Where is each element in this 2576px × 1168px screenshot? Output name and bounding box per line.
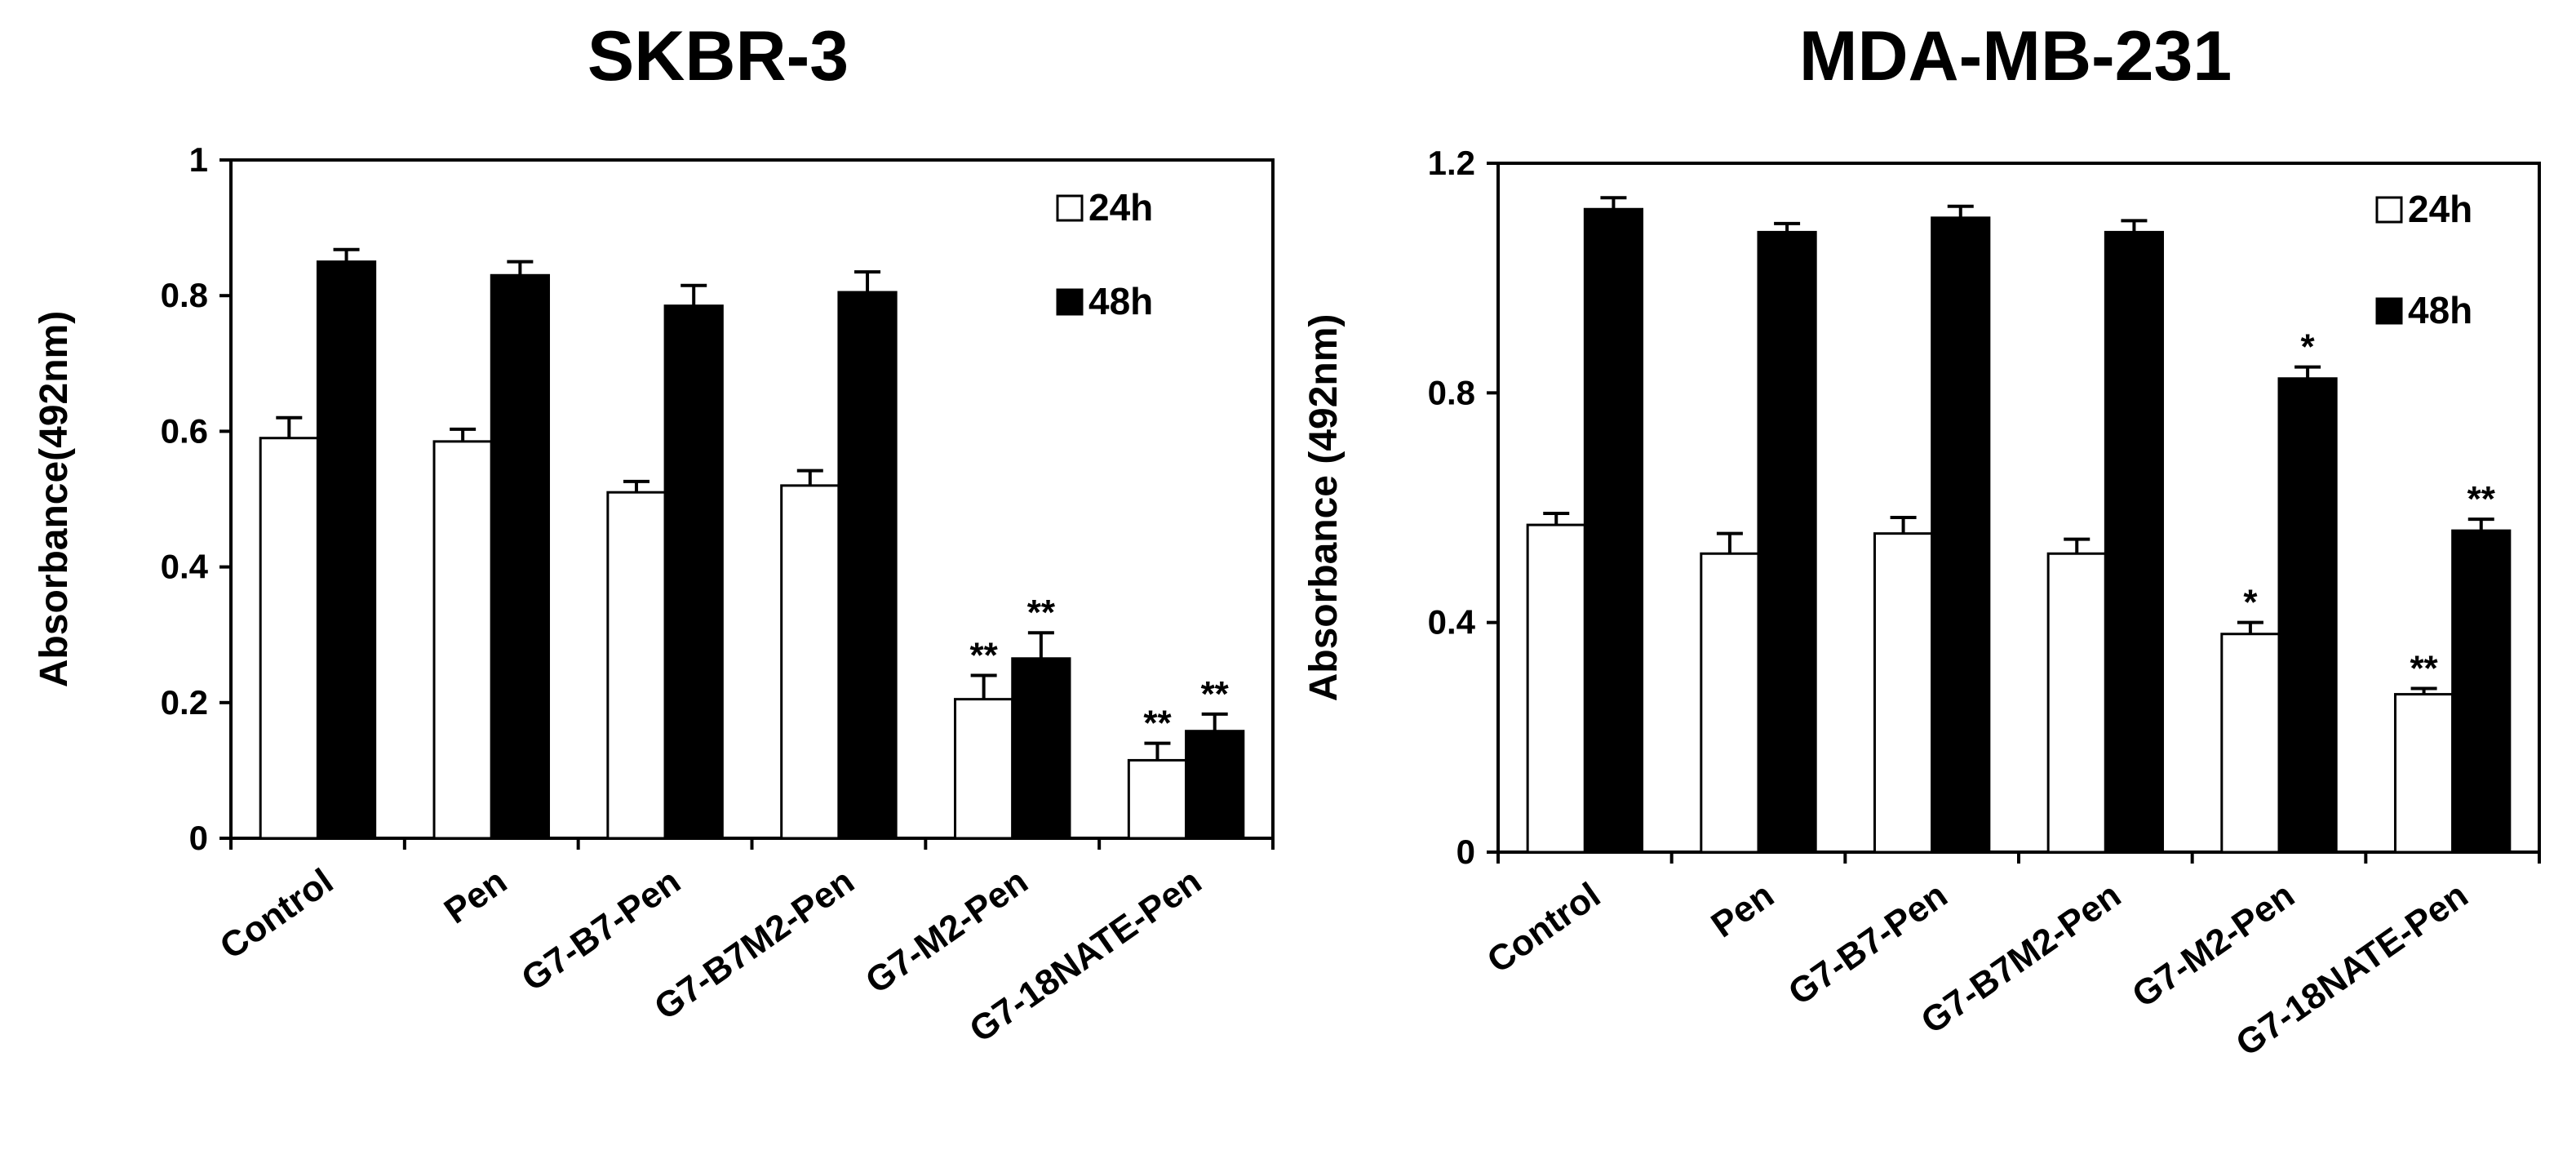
bar-24h-2 — [606, 491, 667, 840]
chart-panel-0: SKBR-3 Absorbance(492nm) 0 0.2 0.4 0.6 0.8 1 Con… — [33, 17, 1275, 1050]
y-tick-label: 0.4 — [1428, 603, 1476, 642]
x-tick-label: G7-B7-Pen — [514, 861, 687, 999]
chart-title: MDA-MB-231 — [1799, 17, 2232, 95]
bar-24h-5 — [1127, 758, 1188, 840]
y-axis-label: Absorbance(492nm) — [33, 311, 76, 687]
x-tick-label: G7-M2-Pen — [2125, 875, 2301, 1015]
significance-marker: ** — [1027, 593, 1056, 633]
bar-24h-0 — [259, 437, 319, 840]
y-tick-label: 0.6 — [161, 411, 208, 450]
legend-swatch-24h — [2375, 196, 2403, 224]
y-tick-label: 0.8 — [161, 276, 208, 314]
y-axis-label: Absorbance (492nm) — [1302, 314, 1346, 702]
plot-frame — [229, 158, 1275, 840]
legend-label-48h: 48h — [2408, 289, 2472, 331]
chart-title: SKBR-3 — [587, 17, 849, 95]
bar-24h-2 — [1873, 532, 1934, 854]
y-tick-label: 1.2 — [1428, 144, 1475, 182]
y-tick-label: 1 — [189, 140, 208, 179]
x-tick-label: Control — [213, 861, 340, 967]
bar-48h-4 — [2277, 377, 2338, 854]
bar-48h-1 — [1757, 230, 1817, 854]
y-tick-label: 0.2 — [161, 683, 208, 722]
significance-marker: ** — [1143, 704, 1172, 744]
chart-panel-1: MDA-MB-231 Absorbance (492nm) 0 0.4 0.8 1.2 Co… — [1302, 17, 2541, 1064]
bar-48h-0 — [316, 260, 377, 840]
y-tick-label: 0 — [189, 819, 208, 857]
bar-24h-5 — [2393, 693, 2454, 854]
bar-48h-2 — [663, 304, 724, 840]
bar-48h-5 — [2451, 529, 2512, 854]
x-tick-label: Pen — [1705, 875, 1781, 945]
bar-48h-5 — [1185, 730, 1245, 840]
bar-48h-0 — [1583, 207, 1644, 854]
bar-48h-3 — [2104, 230, 2165, 854]
bar-48h-1 — [490, 273, 550, 840]
bar-24h-3 — [780, 484, 840, 840]
bar-48h-4 — [1011, 657, 1071, 840]
bar-24h-1 — [432, 440, 493, 840]
significance-marker: ** — [970, 636, 999, 676]
significance-marker: ** — [2467, 479, 2496, 519]
legend-label-24h: 24h — [1088, 186, 1153, 229]
x-tick-label: G7-M2-Pen — [858, 861, 1035, 1001]
plot-frame — [1496, 162, 2541, 854]
significance-marker: * — [2301, 327, 2316, 367]
bar-24h-1 — [1700, 552, 1760, 854]
significance-marker: ** — [2410, 649, 2438, 689]
bar-24h-4 — [954, 698, 1014, 840]
bar-24h-0 — [1526, 523, 1586, 854]
significance-marker: ** — [1201, 674, 1230, 714]
significance-marker: * — [2243, 583, 2258, 623]
bar-24h-4 — [2220, 633, 2281, 854]
y-tick-label: 0.4 — [161, 548, 209, 586]
legend-swatch-48h — [2375, 297, 2403, 325]
legend-swatch-48h — [1056, 288, 1084, 316]
bar-48h-3 — [837, 291, 898, 840]
legend-label-24h: 24h — [2408, 188, 2472, 230]
x-tick-label: Control — [1480, 875, 1607, 981]
x-tick-label: Pen — [437, 861, 514, 931]
x-tick-label: G7-B7-Pen — [1781, 875, 1954, 1013]
bar-48h-2 — [1931, 216, 1991, 854]
bar-24h-3 — [2046, 552, 2107, 854]
y-tick-label: 0.8 — [1428, 373, 1475, 411]
legend-swatch-24h — [1056, 194, 1084, 222]
y-tick-label: 0 — [1456, 833, 1475, 871]
legend-label-48h: 48h — [1088, 280, 1153, 322]
